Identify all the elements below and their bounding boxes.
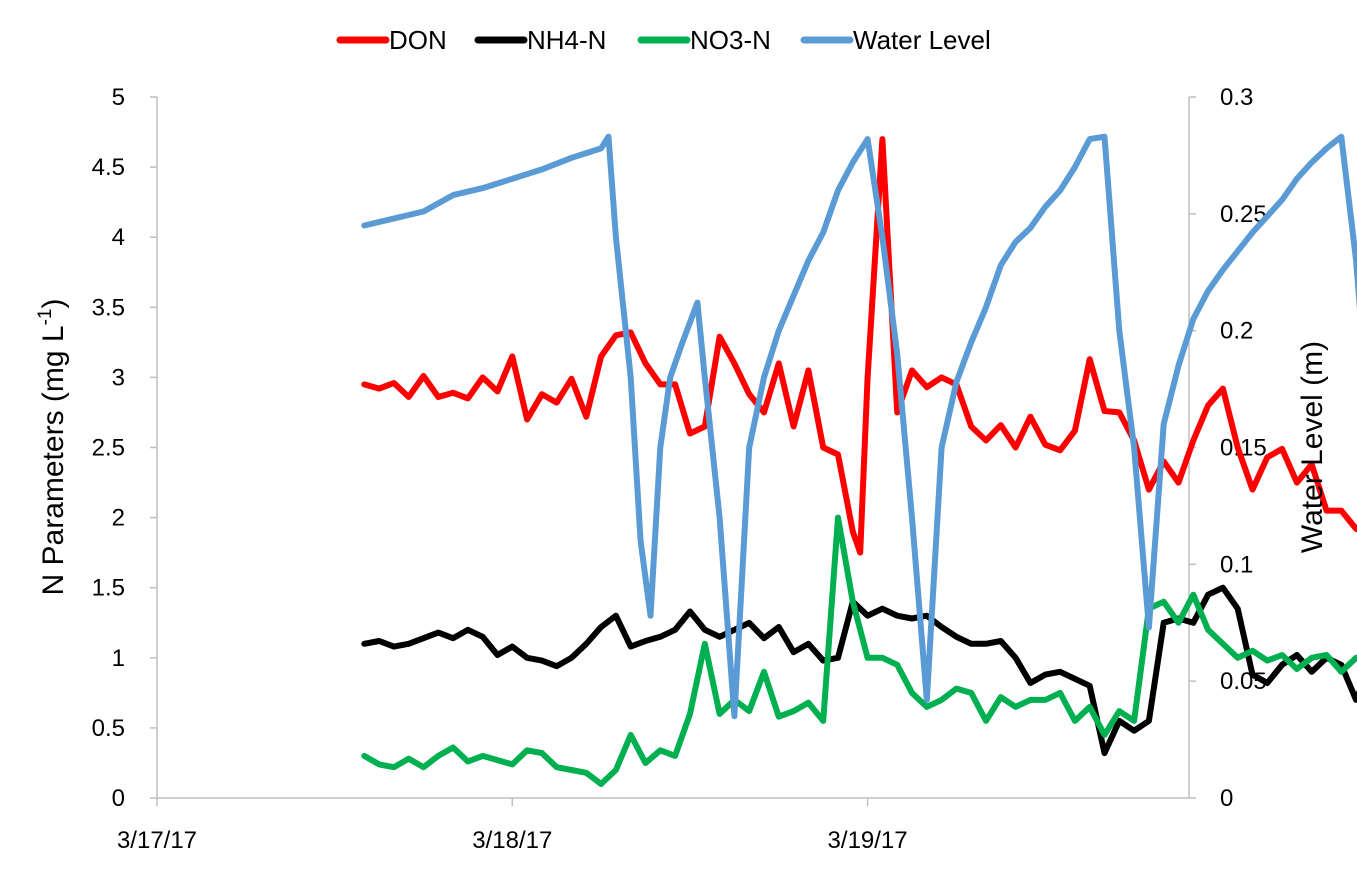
- right-axis-tick-label: 0.1: [1220, 551, 1253, 578]
- axis-titles: N Parameters (mg L-1) Water Level (m): [35, 299, 1329, 596]
- left-axis-tick-label: 3: [112, 364, 125, 391]
- right-axis-tick-label: 0: [1220, 785, 1233, 812]
- series-line-nh4-n: [361, 584, 1357, 757]
- right-axis-tick-label: 0.2: [1220, 318, 1253, 345]
- right-axis-tick-label: 0.3: [1220, 84, 1253, 111]
- left-axis-tick-label: 5: [112, 84, 125, 111]
- legend-label: NH4-N: [527, 25, 606, 55]
- left-axis-title: N Parameters (mg L-1): [35, 299, 70, 596]
- left-axis-tick-label: 0.5: [92, 715, 125, 742]
- legend-label: NO3-N: [690, 25, 771, 55]
- legend-item-no3-n: NO3-N: [637, 25, 771, 55]
- x-axis-tick-label: 3/18/17: [472, 827, 552, 854]
- right-axis-title: Water Level (m): [1296, 341, 1329, 553]
- left-axis-tick-label: 4.5: [92, 154, 125, 181]
- series-line-no3-n: [361, 514, 1357, 787]
- left-axis-tick-label: 4: [112, 224, 125, 251]
- series-line-water-level: [361, 133, 1357, 720]
- legend-item-nh4-n: NH4-N: [474, 25, 606, 55]
- legend-label: DON: [389, 25, 447, 55]
- legend-item-don: DON: [336, 25, 447, 55]
- left-axis-tick-label: 2.5: [92, 435, 125, 462]
- left-axis-tick-label: 1: [112, 645, 125, 672]
- left-axis-tick-label: 3.5: [92, 294, 125, 321]
- legend-item-water-level: Water Level: [800, 25, 991, 55]
- legend-label: Water Level: [853, 25, 991, 55]
- series-line-don: [361, 136, 1357, 556]
- left-axis-tick-label: 1.5: [92, 575, 125, 602]
- chart-axes: 00.511.522.533.544.5500.050.10.150.20.25…: [92, 84, 1267, 854]
- left-axis-tick-label: 0: [112, 785, 125, 812]
- chart-series: [361, 133, 1357, 787]
- x-axis-tick-label: 3/17/17: [117, 827, 197, 854]
- left-axis-tick-label: 2: [112, 505, 125, 532]
- chart-legend: DON NH4-N NO3-N Water Level: [336, 25, 991, 55]
- x-axis-tick-label: 3/19/17: [828, 827, 908, 854]
